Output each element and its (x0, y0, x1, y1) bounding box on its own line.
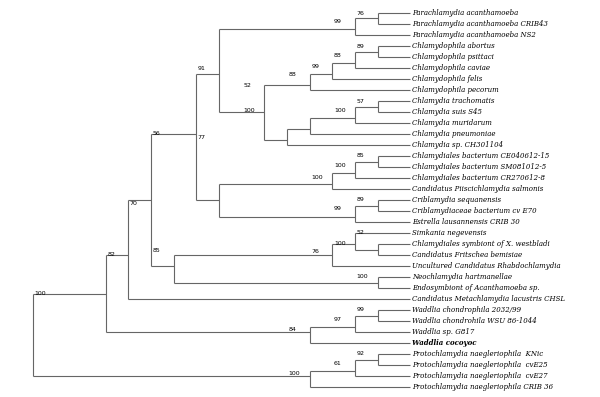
Text: 99: 99 (334, 206, 342, 211)
Text: 100: 100 (356, 274, 368, 279)
Text: Protochlamydia naegleriophila  KNic: Protochlamydia naegleriophila KNic (412, 350, 543, 358)
Text: 100: 100 (34, 291, 46, 296)
Text: 85: 85 (152, 248, 160, 253)
Text: 70: 70 (130, 200, 138, 206)
Text: 97: 97 (334, 317, 342, 322)
Text: Endosymbiont of Acanthamoeba sp.: Endosymbiont of Acanthamoeba sp. (412, 284, 540, 292)
Text: 100: 100 (334, 241, 346, 247)
Text: Parachlamydia acanthamoeba NS2: Parachlamydia acanthamoeba NS2 (412, 31, 536, 39)
Text: 84: 84 (289, 327, 296, 332)
Text: Chlamydia trachomatis: Chlamydia trachomatis (412, 97, 494, 105)
Text: Waddlia cocoyoc: Waddlia cocoyoc (412, 339, 476, 347)
Text: Protochlamydia naegleriophila  cvE25: Protochlamydia naegleriophila cvE25 (412, 361, 548, 369)
Text: Chlamydia sp. CH301104: Chlamydia sp. CH301104 (412, 141, 503, 149)
Text: Candidatus Fritschea bemisiae: Candidatus Fritschea bemisiae (412, 251, 522, 259)
Text: Chlamydophila caviae: Chlamydophila caviae (412, 64, 490, 72)
Text: Chlamydia pneumoniae: Chlamydia pneumoniae (412, 130, 496, 138)
Text: Candidatus Piiscichlamydia salmonis: Candidatus Piiscichlamydia salmonis (412, 185, 544, 193)
Text: Chlamydia suis S45: Chlamydia suis S45 (412, 108, 482, 116)
Text: 99: 99 (334, 19, 342, 24)
Text: Parachlamydia acanthamoeba CRIB43: Parachlamydia acanthamoeba CRIB43 (412, 20, 548, 28)
Text: Candidatus Metachlamydia lacustris CHSL: Candidatus Metachlamydia lacustris CHSL (412, 295, 565, 303)
Text: Chlamydophila felis: Chlamydophila felis (412, 75, 482, 83)
Text: 52: 52 (243, 83, 251, 88)
Text: Waddlia sp. G817: Waddlia sp. G817 (412, 328, 475, 336)
Text: Protochlamydia naegleriophila  cvE27: Protochlamydia naegleriophila cvE27 (412, 372, 548, 380)
Text: 100: 100 (289, 371, 300, 376)
Text: 89: 89 (356, 44, 364, 49)
Text: Chlamydiales bacterium CR270612-8: Chlamydiales bacterium CR270612-8 (412, 174, 545, 182)
Text: 99: 99 (356, 307, 365, 312)
Text: 88: 88 (289, 72, 296, 77)
Text: 100: 100 (334, 163, 346, 168)
Text: 61: 61 (334, 361, 341, 366)
Text: 99: 99 (311, 64, 319, 69)
Text: 89: 89 (356, 197, 364, 202)
Text: 82: 82 (107, 252, 115, 257)
Text: Chlamydophila abortus: Chlamydophila abortus (412, 42, 495, 50)
Text: 92: 92 (356, 351, 365, 357)
Text: 100: 100 (243, 108, 255, 113)
Text: Chlamydiales bacterium SM081012-5: Chlamydiales bacterium SM081012-5 (412, 163, 547, 171)
Text: Chlamydophila psittaci: Chlamydophila psittaci (412, 53, 494, 61)
Text: 91: 91 (198, 66, 206, 71)
Text: 76: 76 (311, 249, 319, 254)
Text: Chlamydophila pecorum: Chlamydophila pecorum (412, 86, 499, 94)
Text: Chlamydia muridarum: Chlamydia muridarum (412, 119, 492, 127)
Text: Criblamydiaceae bacterium cv E70: Criblamydiaceae bacterium cv E70 (412, 207, 537, 215)
Text: 100: 100 (334, 108, 346, 113)
Text: 57: 57 (356, 99, 364, 104)
Text: 85: 85 (356, 153, 364, 158)
Text: 52: 52 (356, 230, 364, 235)
Text: 100: 100 (311, 175, 323, 180)
Text: Chlamydiales bacterium CE040612-15: Chlamydiales bacterium CE040612-15 (412, 152, 550, 160)
Text: Waddlia chondrohila WSU 86-1044: Waddlia chondrohila WSU 86-1044 (412, 317, 537, 325)
Text: Protochlamydia naegleriophila CRIB 36: Protochlamydia naegleriophila CRIB 36 (412, 384, 553, 391)
Text: Parachlamydia acanthamoeba: Parachlamydia acanthamoeba (412, 9, 518, 17)
Text: Chlamydiales symbiont of X. westbladi: Chlamydiales symbiont of X. westbladi (412, 240, 550, 248)
Text: Simkania negevensis: Simkania negevensis (412, 229, 487, 237)
Text: 56: 56 (152, 131, 160, 136)
Text: Neochlamydia hartmanellae: Neochlamydia hartmanellae (412, 273, 512, 281)
Text: 88: 88 (334, 53, 341, 58)
Text: 76: 76 (356, 11, 364, 16)
Text: Criblamydia sequanensis: Criblamydia sequanensis (412, 196, 501, 204)
Text: Uncultured Candidatus Rhabdochlamydia: Uncultured Candidatus Rhabdochlamydia (412, 262, 561, 270)
Text: Estrella lausannensis CRIB 30: Estrella lausannensis CRIB 30 (412, 218, 520, 226)
Text: 77: 77 (198, 135, 206, 140)
Text: Waddlia chondrophila 2032/99: Waddlia chondrophila 2032/99 (412, 306, 521, 314)
